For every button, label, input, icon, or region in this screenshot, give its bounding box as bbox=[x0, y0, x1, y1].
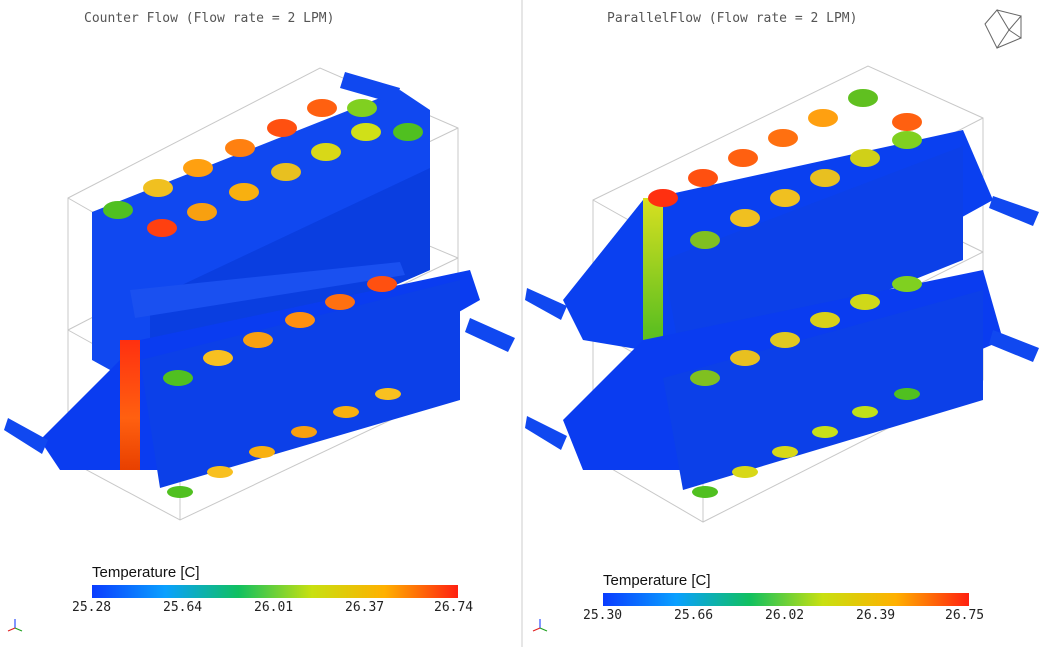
right-tick-3: 26.39 bbox=[856, 608, 896, 623]
lower-cell-tops bbox=[690, 276, 922, 386]
right-colorbar bbox=[603, 593, 969, 606]
upper-cell-tops bbox=[648, 89, 922, 249]
parallel-flow-title: ParallelFlow (Flow rate = 2 LPM) bbox=[607, 11, 858, 26]
left-tick-4: 26.74 bbox=[434, 600, 474, 615]
lower-cell-bottoms bbox=[167, 388, 401, 498]
lower-cell-module bbox=[4, 270, 515, 498]
left-colorbar bbox=[92, 585, 458, 598]
view-cube-icon[interactable] bbox=[981, 4, 1025, 54]
left-legend-title: Temperature [C] bbox=[92, 564, 200, 581]
counter-flow-render[interactable] bbox=[0, 0, 521, 647]
parallel-flow-panel: ParallelFlow (Flow rate = 2 LPM) bbox=[523, 0, 1045, 647]
panel-divider bbox=[521, 0, 523, 647]
upper-cell-module bbox=[525, 89, 1039, 460]
lower-cell-bottoms bbox=[692, 388, 920, 498]
counter-flow-panel: Counter Flow (Flow rate = 2 LPM) bbox=[0, 0, 521, 647]
axis-triad-icon bbox=[7, 619, 23, 632]
right-tick-4: 26.75 bbox=[945, 608, 985, 623]
lower-cell-module bbox=[525, 270, 1039, 498]
parallel-flow-render[interactable] bbox=[523, 0, 1045, 647]
right-tick-1: 25.66 bbox=[674, 608, 714, 623]
right-tick-0: 25.30 bbox=[583, 608, 623, 623]
counter-flow-title: Counter Flow (Flow rate = 2 LPM) bbox=[84, 11, 335, 26]
right-legend-title: Temperature [C] bbox=[603, 572, 711, 589]
left-tick-0: 25.28 bbox=[72, 600, 112, 615]
right-tick-2: 26.02 bbox=[765, 608, 805, 623]
lower-cell-tops bbox=[163, 276, 397, 386]
axis-triad-icon bbox=[532, 619, 548, 632]
left-tick-3: 26.37 bbox=[345, 600, 385, 615]
left-tick-2: 26.01 bbox=[254, 600, 294, 615]
left-tick-1: 25.64 bbox=[163, 600, 203, 615]
upper-cell-tops bbox=[103, 99, 423, 237]
